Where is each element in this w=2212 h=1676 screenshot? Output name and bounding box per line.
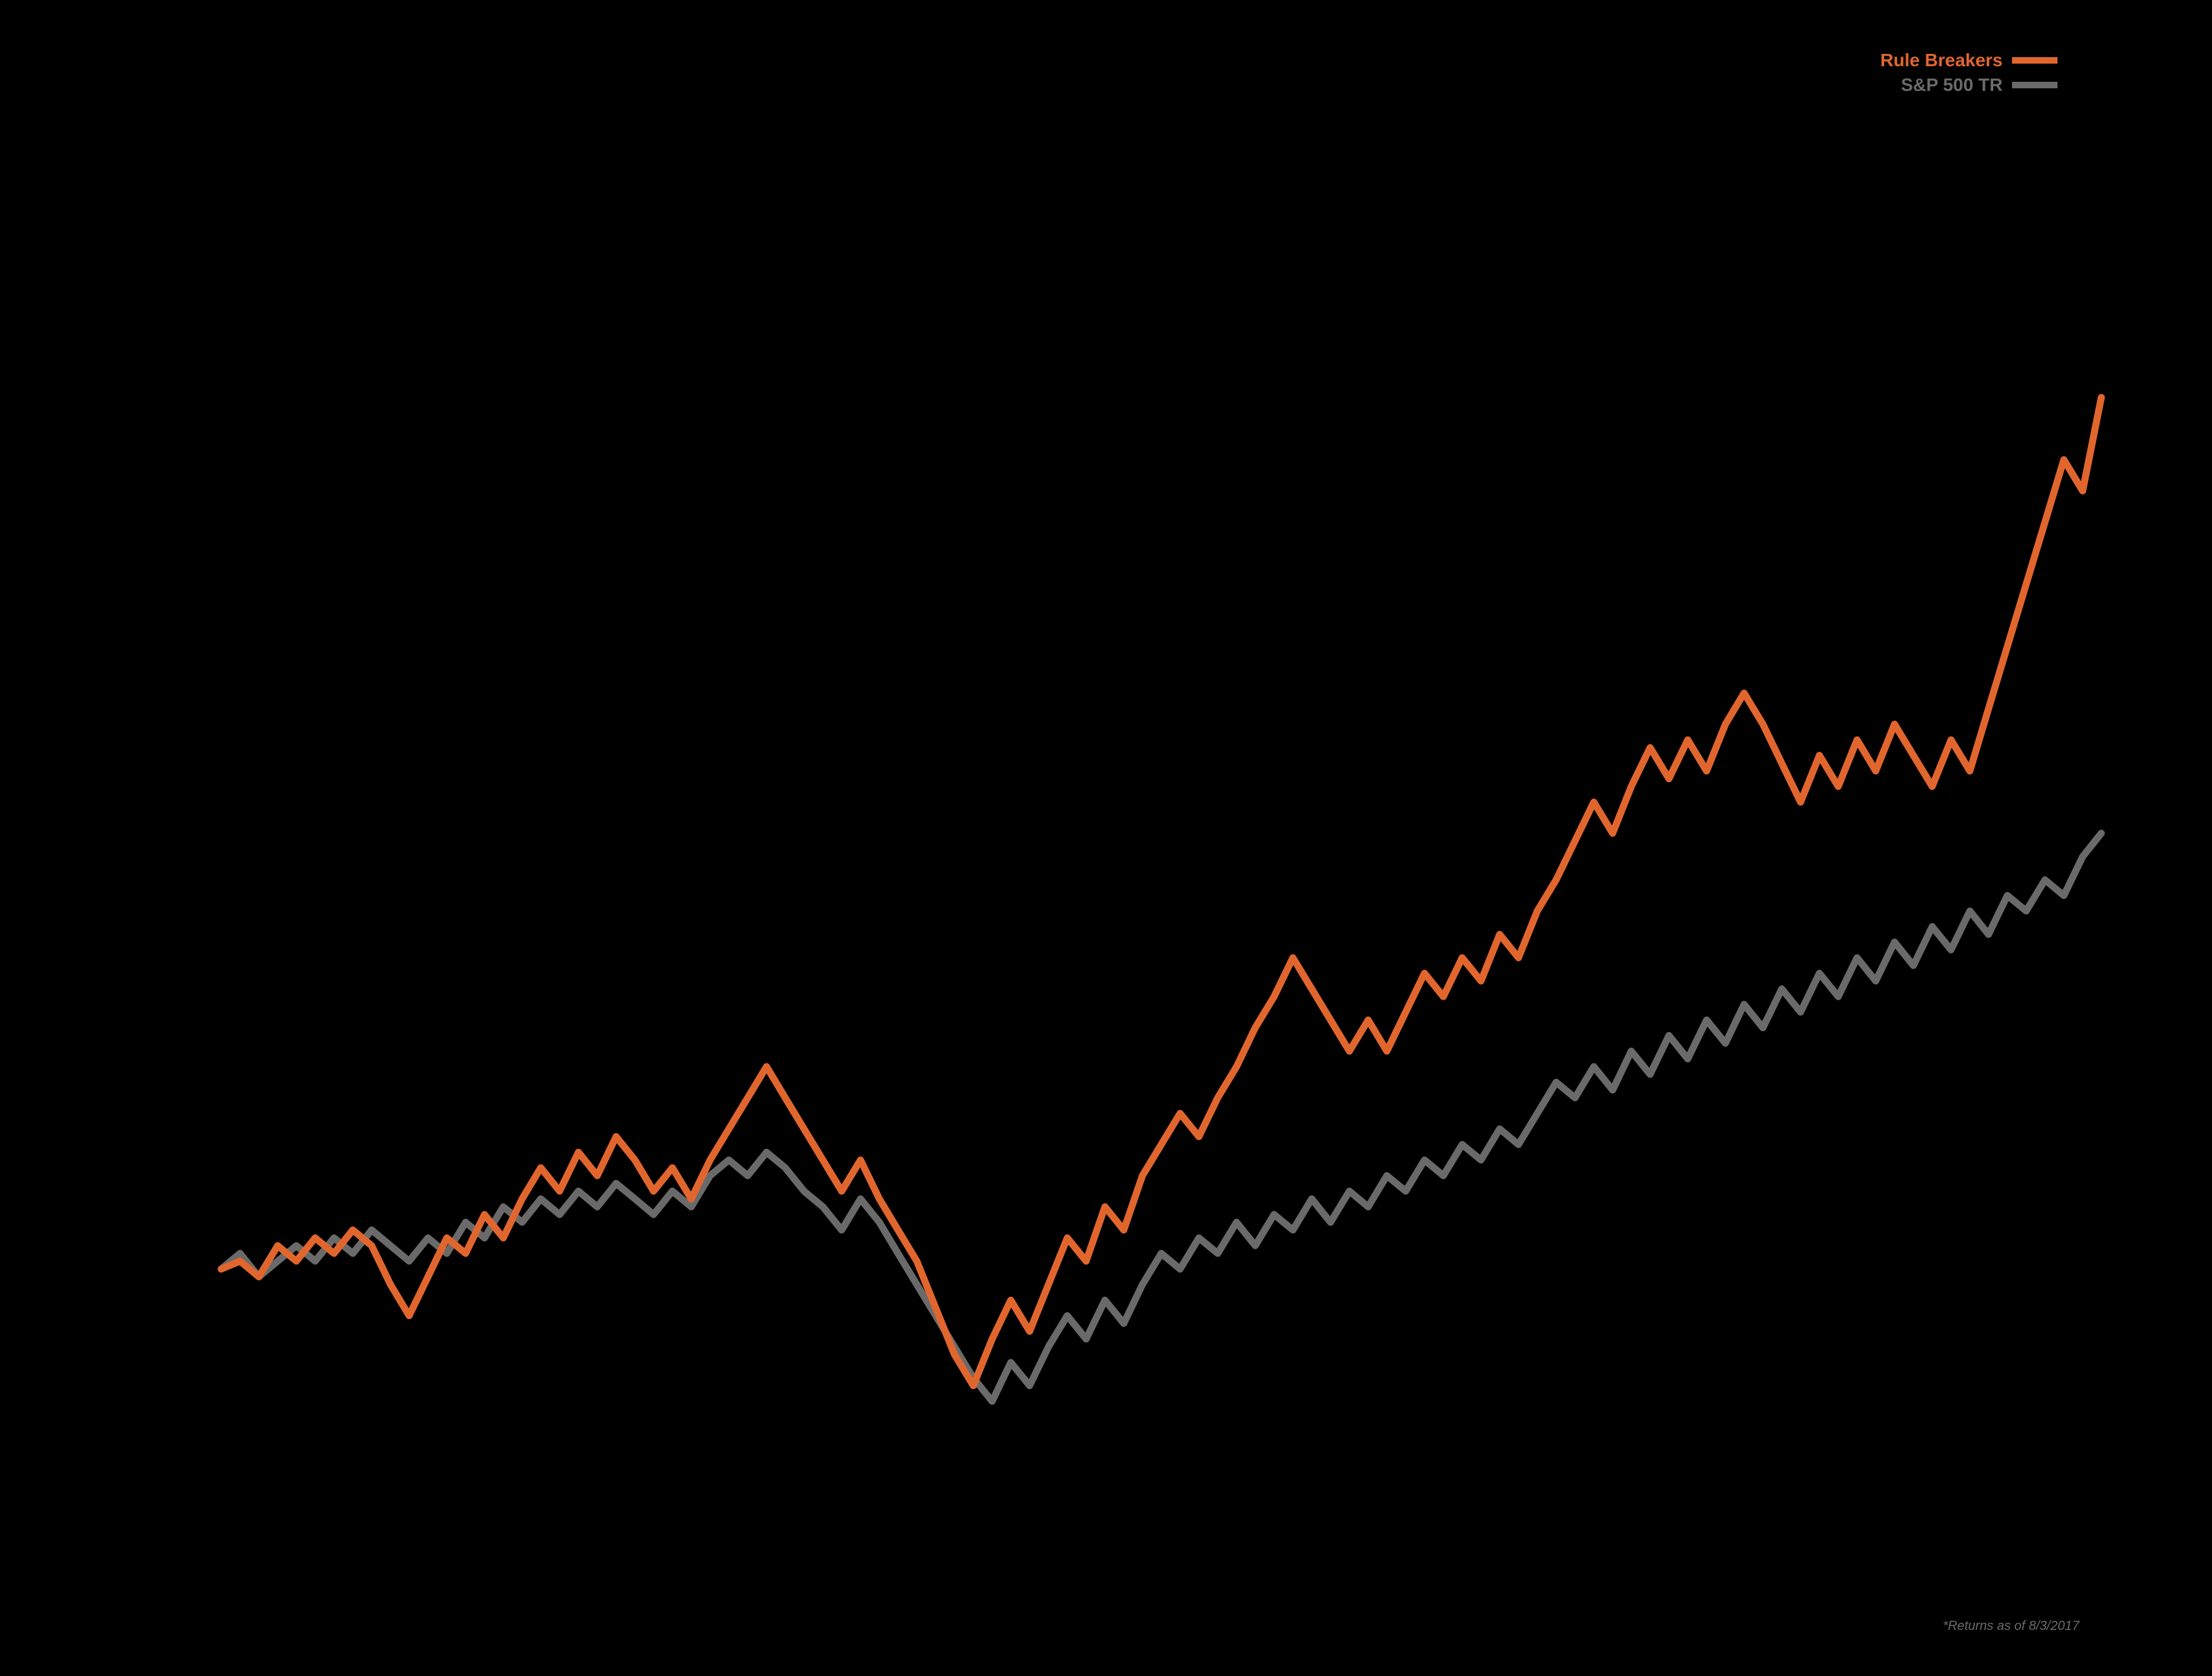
chart-canvas — [0, 0, 2212, 1676]
legend-item-rule-breakers: Rule Breakers — [1880, 50, 2057, 71]
performance-chart: Rule Breakers S&P 500 TR *Returns as of … — [0, 0, 2212, 1676]
legend: Rule Breakers S&P 500 TR — [1880, 50, 2057, 99]
chart-background — [0, 0, 2212, 1676]
legend-label-sp500: S&P 500 TR — [1901, 75, 2003, 95]
footnote: *Returns as of 8/3/2017 — [1943, 1619, 2079, 1634]
legend-label-rule-breakers: Rule Breakers — [1880, 50, 2002, 71]
legend-swatch-rule-breakers — [2012, 57, 2057, 64]
legend-swatch-sp500 — [2012, 82, 2057, 88]
legend-item-sp500: S&P 500 TR — [1880, 75, 2057, 95]
